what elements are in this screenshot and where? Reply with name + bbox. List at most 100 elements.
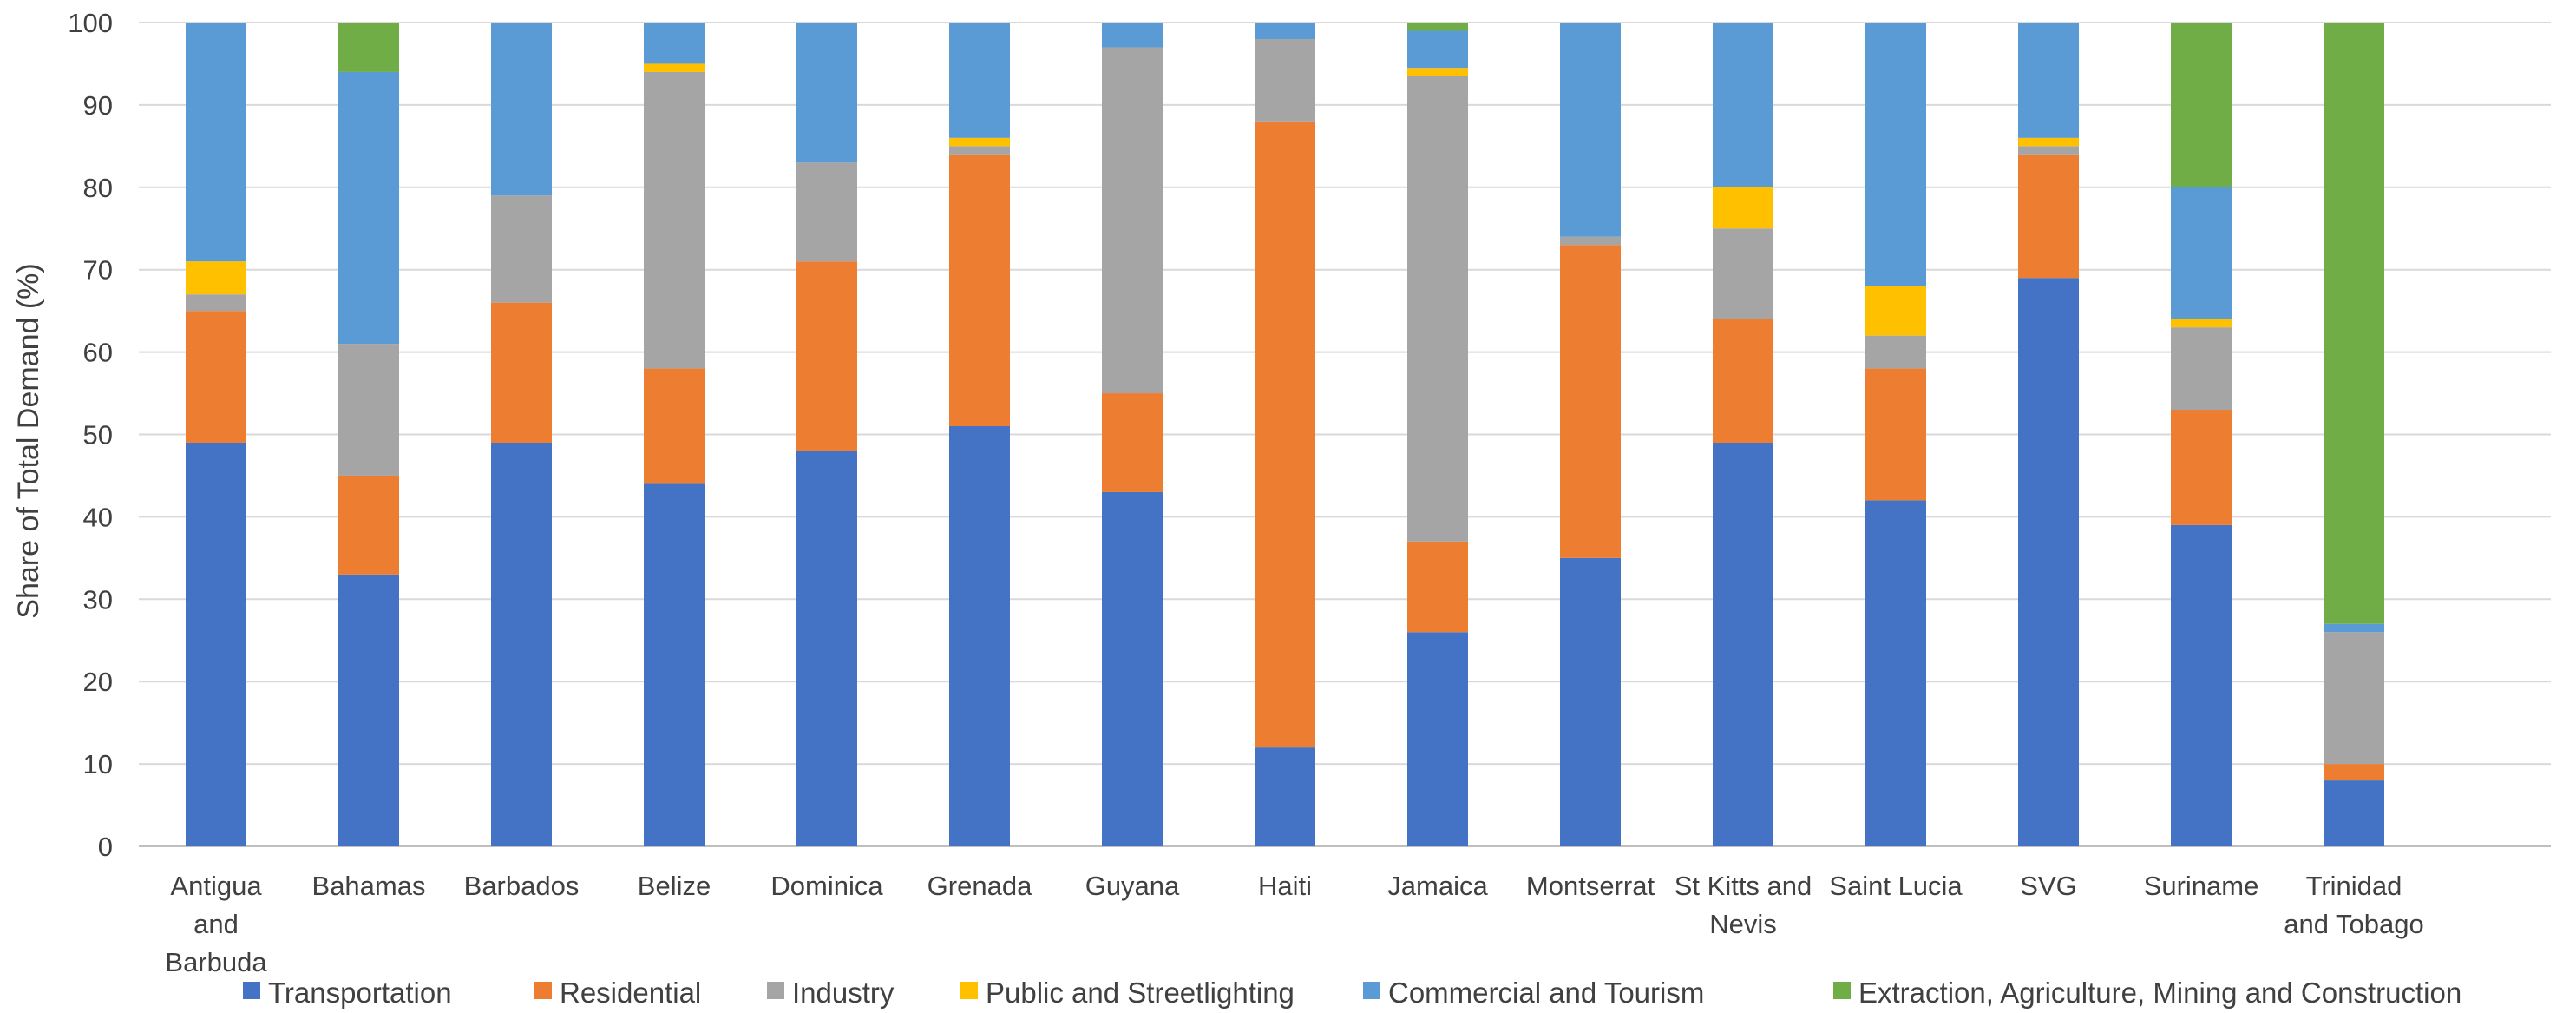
bar-segment <box>1713 442 1773 846</box>
y-axis-title: Share of Total Demand (%) <box>12 263 45 618</box>
bar-segment <box>1560 23 1621 237</box>
legend-swatch <box>767 982 784 999</box>
legend-label: Commercial and Tourism <box>1388 977 1704 1009</box>
bar-segment <box>1407 76 1468 542</box>
category-label-line: Barbuda <box>165 947 267 977</box>
bar-segment <box>2018 23 2079 138</box>
category-label: Dominica <box>770 871 883 901</box>
category-label-line: Haiti <box>1258 871 1312 901</box>
category-label-line: Grenada <box>927 871 1032 901</box>
category-label: Montserrat <box>1526 871 1655 901</box>
bar-segment <box>491 23 552 196</box>
bar-segment <box>2324 632 2384 765</box>
category-label: Jamaica <box>1387 871 1488 901</box>
legend-label: Public and Streetlighting <box>986 977 1295 1009</box>
bar-segment <box>2324 764 2384 781</box>
y-tick-labels: 0 10 20 30 40 50 60 70 80 90 100 <box>68 8 113 862</box>
category-label: SVG <box>2020 871 2076 901</box>
category-label: Barbados <box>464 871 580 901</box>
bar-segment <box>2171 524 2232 846</box>
bar-segment <box>338 23 399 72</box>
category-label: Haiti <box>1258 871 1312 901</box>
bar-segment <box>338 475 399 575</box>
bar-segment <box>1102 47 1163 394</box>
category-label-line: Barbados <box>464 871 580 901</box>
category-label-line: Jamaica <box>1387 871 1488 901</box>
category-label: Belize <box>638 871 711 901</box>
category-label-line: SVG <box>2020 871 2076 901</box>
bar-segment <box>644 23 705 64</box>
bar-segment <box>2324 623 2384 633</box>
legend-label: Residential <box>560 977 701 1009</box>
bar-segment <box>1865 368 1926 501</box>
category-label: Suriname <box>2144 871 2259 901</box>
bar-segment <box>491 302 552 443</box>
bar-segment <box>186 311 246 443</box>
bar-segment <box>1560 557 1621 846</box>
y-tick-label: 50 <box>83 420 113 451</box>
legend-label: Extraction, Agriculture, Mining and Cons… <box>1858 977 2461 1009</box>
bar-segment <box>1865 335 1926 369</box>
bar-segment <box>644 483 705 846</box>
bar-segment <box>796 162 857 262</box>
bar-segment <box>1713 187 1773 229</box>
bar-segment <box>2324 23 2384 624</box>
category-label-line: Trinidad <box>2306 871 2402 901</box>
bar-segment <box>2171 319 2232 328</box>
category-label: St Kitts and Nevis <box>1675 871 1812 939</box>
bar-segment <box>1713 23 1773 187</box>
bar-segment <box>2018 154 2079 279</box>
bar-segment <box>1407 632 1468 846</box>
y-tick-label: 80 <box>83 173 113 203</box>
legend-swatch <box>534 982 552 999</box>
bar-segment <box>644 63 705 72</box>
bar-segment <box>338 71 399 345</box>
bar-segment <box>1713 319 1773 443</box>
bar-segment <box>186 442 246 846</box>
bar-segment <box>1407 541 1468 633</box>
bar-segment <box>2324 780 2384 846</box>
bar-segment <box>491 195 552 303</box>
bar-segment <box>1407 30 1468 69</box>
category-label-line: Guyana <box>1085 871 1180 901</box>
bar-segment <box>338 344 399 476</box>
y-tick-label: 40 <box>83 502 113 532</box>
bar-segment <box>2018 278 2079 846</box>
legend-swatch <box>960 982 978 999</box>
bar-segment <box>796 261 857 451</box>
legend-label: Industry <box>792 977 895 1009</box>
bar-segment <box>796 23 857 163</box>
bar-segment <box>949 154 1010 427</box>
category-label-line: Belize <box>638 871 711 901</box>
bar-segment <box>949 426 1010 846</box>
category-labels: Antigua and Barbuda Bahamas Barbados Belize Do… <box>165 871 2423 977</box>
bar-segment <box>1560 236 1621 246</box>
bar-segment <box>949 137 1010 147</box>
category-label-line: Suriname <box>2144 871 2259 901</box>
bar-segment <box>796 451 857 846</box>
bar-segment <box>1407 23 1468 31</box>
legend-swatch <box>1833 982 1851 999</box>
category-label: Saint Lucia <box>1829 871 1963 901</box>
category-label: Bahamas <box>312 871 426 901</box>
category-label-line: Antigua <box>170 871 262 901</box>
y-tick-label: 10 <box>83 749 113 779</box>
bar-segment <box>1102 23 1163 48</box>
category-label-line: Bahamas <box>312 871 426 901</box>
bar-segment <box>491 442 552 846</box>
bar-segment <box>2171 410 2232 525</box>
y-tick-label: 0 <box>98 832 113 862</box>
bar-segment <box>2171 23 2232 187</box>
category-label-line: Saint Lucia <box>1829 871 1963 901</box>
bar-segment <box>338 574 399 846</box>
bar-segment <box>1713 228 1773 319</box>
category-label: Trinidad and Tobago <box>2284 871 2423 939</box>
legend-swatch <box>1363 982 1380 999</box>
category-label-line: Dominica <box>770 871 883 901</box>
category-label-line: Nevis <box>1709 909 1777 939</box>
category-label: Grenada <box>927 871 1032 901</box>
y-tick-label: 20 <box>83 667 113 697</box>
y-tick-label: 60 <box>83 338 113 368</box>
y-tick-label: 100 <box>68 8 113 38</box>
